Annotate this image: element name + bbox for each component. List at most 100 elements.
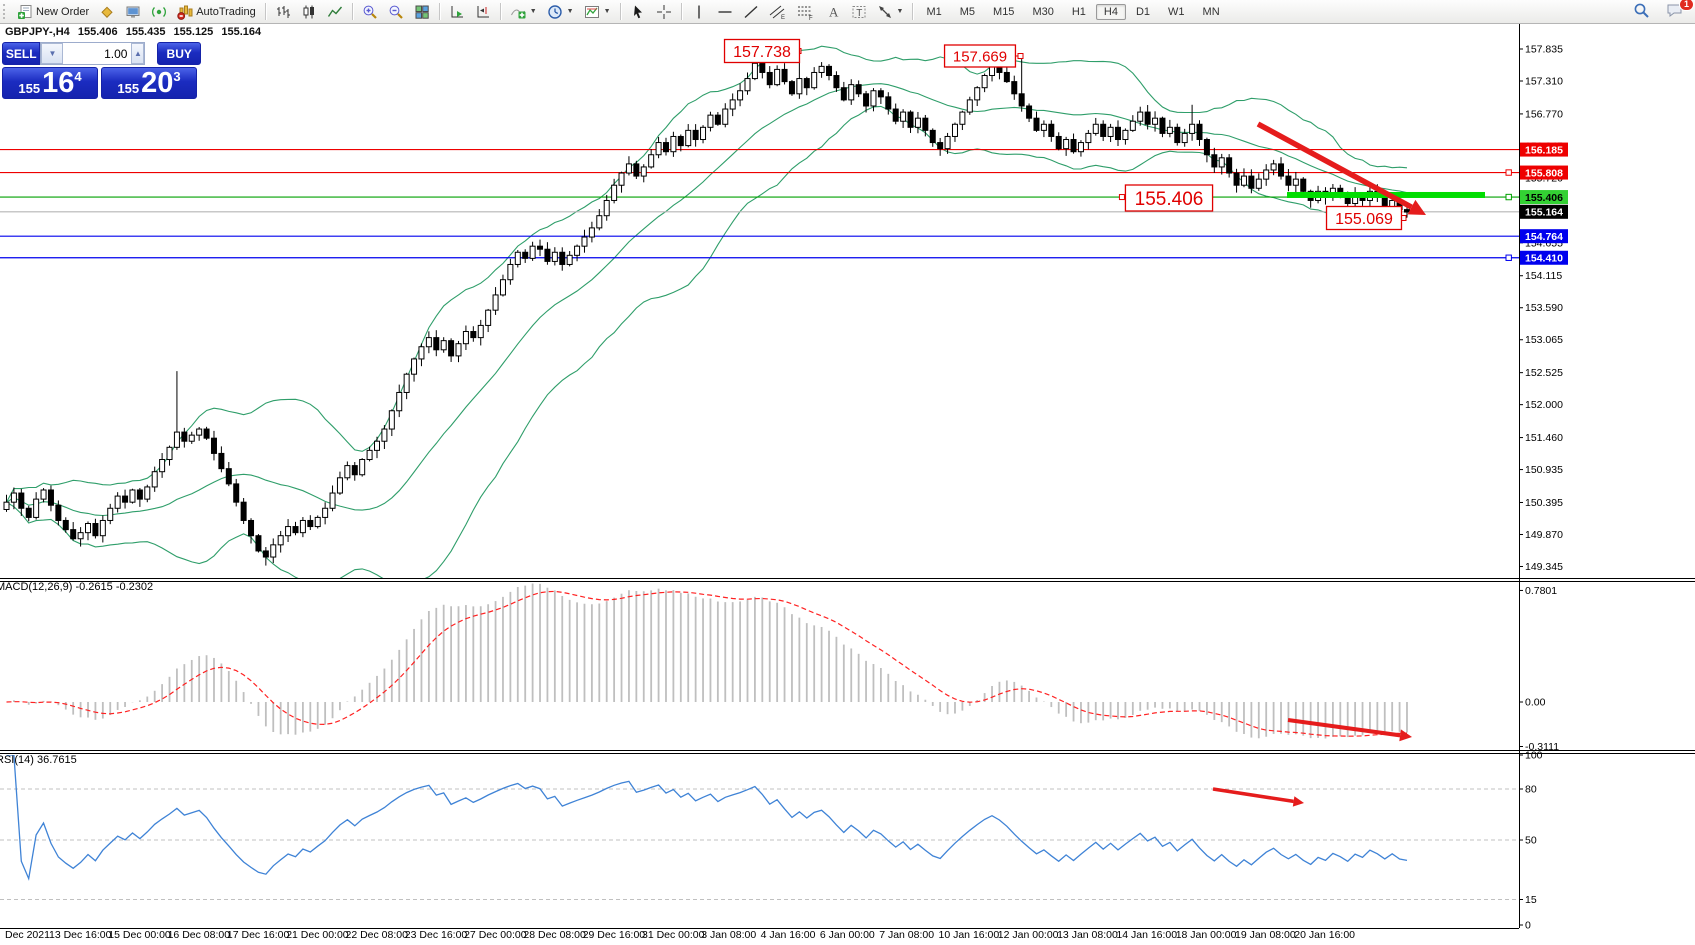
- line-handle[interactable]: [1506, 170, 1511, 175]
- periods-button[interactable]: ▼: [542, 3, 579, 21]
- date-label: 27 Dec 00:00: [464, 929, 527, 940]
- buy-button[interactable]: BUY: [157, 42, 201, 65]
- date-label: 23 Dec 16:00: [405, 929, 468, 940]
- sell-button[interactable]: SELL: [2, 42, 40, 65]
- indicators-icon: [510, 4, 526, 20]
- timeframe-D1[interactable]: D1: [1128, 4, 1158, 20]
- line-handle[interactable]: [1506, 194, 1511, 199]
- sell-price-pipette: 4: [74, 69, 81, 84]
- horizontal-line-icon: [717, 4, 733, 20]
- terminal-button[interactable]: [120, 3, 146, 21]
- date-label: Dec 2021: [5, 929, 50, 940]
- timeframe-M1[interactable]: M1: [918, 4, 949, 20]
- low-value: 155.125: [174, 26, 214, 38]
- signals-icon: [151, 4, 167, 20]
- date-label: 29 Dec 16:00: [583, 929, 646, 940]
- signals-button[interactable]: [146, 3, 172, 21]
- candles-layer: [4, 55, 1409, 566]
- text-label-tool-button[interactable]: T: [846, 3, 872, 21]
- macd-pane: [7, 584, 1408, 739]
- timeframe-W1[interactable]: W1: [1160, 4, 1193, 20]
- price-tick-label: 152.525: [1525, 367, 1563, 379]
- fibonacci-tool-button[interactable]: F: [792, 3, 820, 21]
- svg-text:155.069: 155.069: [1335, 211, 1393, 228]
- arrows-tool-button[interactable]: ▼: [872, 3, 909, 21]
- rsi-pane: [0, 755, 1519, 900]
- price-tick-label: 150.935: [1525, 464, 1563, 476]
- periods-clock-icon: [547, 4, 563, 20]
- vertical-line-tool-button[interactable]: [686, 3, 712, 21]
- svg-text:F: F: [809, 16, 813, 20]
- timeframe-H4[interactable]: H4: [1096, 4, 1126, 20]
- cursor-tool-button[interactable]: [625, 3, 651, 21]
- date-label: 14 Jan 16:00: [1116, 929, 1177, 940]
- zoom-out-button[interactable]: [383, 3, 409, 21]
- sell-price-display[interactable]: 155 16 4: [2, 67, 98, 99]
- svg-text:155.164: 155.164: [1525, 207, 1563, 219]
- bar-chart-mode-button[interactable]: [270, 3, 296, 21]
- metaeditor-button[interactable]: [94, 3, 120, 21]
- autotrading-button[interactable]: AutoTrading: [172, 3, 261, 21]
- indicators-button[interactable]: ▼: [505, 3, 542, 21]
- bollinger-upper-band: [7, 46, 1408, 502]
- buy-price-pipette: 3: [173, 69, 180, 84]
- trend-arrow-rsi[interactable]: [1213, 789, 1294, 801]
- candlestick-icon: [301, 4, 317, 20]
- volume-increase-button[interactable]: ▲: [131, 43, 144, 64]
- chart-area[interactable]: 157.835157.310156.770156.245155.720154.6…: [0, 22, 1695, 940]
- price-tick-label: 149.345: [1525, 561, 1563, 573]
- date-label: 22 Dec 08:00: [346, 929, 409, 940]
- tile-windows-button[interactable]: [409, 3, 435, 21]
- notification-badge: 1: [1679, 0, 1694, 11]
- autotrading-icon: [177, 4, 193, 20]
- close-value: 155.164: [221, 26, 261, 38]
- price-tick-label: 149.870: [1525, 529, 1563, 541]
- horizontal-line-tool-button[interactable]: [712, 3, 738, 21]
- date-label: 13 Dec 16:00: [49, 929, 112, 940]
- toolbar-grip: [3, 4, 9, 19]
- volume-decrease-button[interactable]: ▼: [41, 43, 63, 64]
- svg-text:E: E: [781, 15, 785, 20]
- timeframe-H1[interactable]: H1: [1064, 4, 1094, 20]
- svg-text:155.406: 155.406: [1135, 189, 1204, 210]
- timeframe-M30[interactable]: M30: [1024, 4, 1061, 20]
- line-chart-mode-button[interactable]: [322, 3, 348, 21]
- text-tool-button[interactable]: A: [820, 3, 846, 21]
- line-handle[interactable]: [1506, 255, 1511, 260]
- equidistant-channel-tool-button[interactable]: E: [764, 3, 792, 21]
- date-label: 6 Jan 00:00: [820, 929, 875, 940]
- price-callout-155.069[interactable]: 155.069: [1327, 207, 1406, 230]
- price-tick-label: 153.065: [1525, 334, 1563, 346]
- new-order-button[interactable]: New Order: [12, 3, 94, 21]
- price-tick-label: 157.835: [1525, 44, 1563, 56]
- timeframe-MN[interactable]: MN: [1195, 4, 1228, 20]
- crosshair-tool-button[interactable]: [651, 3, 677, 21]
- price-tick-label: 151.460: [1525, 432, 1563, 444]
- date-label: 28 Dec 08:00: [523, 929, 586, 940]
- price-callout-155.406[interactable]: 155.406: [1119, 185, 1212, 211]
- notifications-button[interactable]: 1: [1661, 1, 1689, 19]
- zoom-in-button[interactable]: [357, 3, 383, 21]
- trendline-tool-button[interactable]: [738, 3, 764, 21]
- timeframe-M15[interactable]: M15: [985, 4, 1022, 20]
- auto-scroll-button[interactable]: [444, 3, 470, 21]
- candlestick-mode-button[interactable]: [296, 3, 322, 21]
- text-label-icon: T: [851, 4, 867, 20]
- svg-text:155.808: 155.808: [1525, 167, 1563, 179]
- price-callout-157.738[interactable]: 157.738: [725, 40, 801, 63]
- price-tick-label: 154.115: [1525, 270, 1562, 282]
- price-callout-157.669[interactable]: 157.669: [945, 45, 1023, 67]
- buy-price-display[interactable]: 155 20 3: [101, 67, 197, 99]
- equidistant-channel-icon: E: [769, 4, 787, 20]
- line-chart-icon: [327, 4, 343, 20]
- chart-shift-button[interactable]: [470, 3, 496, 21]
- macd-signal-line: [7, 591, 1408, 736]
- svg-text:157.669: 157.669: [953, 48, 1007, 65]
- timeframe-M5[interactable]: M5: [952, 4, 983, 20]
- volume-input[interactable]: [63, 43, 131, 64]
- date-label: 12 Jan 00:00: [998, 929, 1059, 940]
- search-button[interactable]: [1628, 1, 1655, 19]
- chart-title-bar: GBPJPY-,H4 155.406 155.435 155.125 155.1…: [5, 26, 266, 38]
- templates-button[interactable]: ▼: [579, 3, 616, 21]
- macd-tick-label: 0.7801: [1525, 585, 1557, 597]
